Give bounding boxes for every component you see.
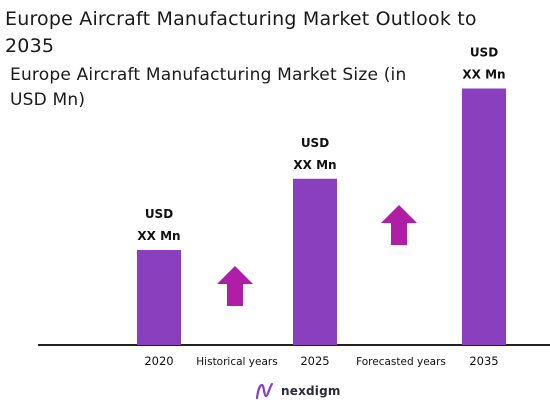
up-arrow-icon-historical (217, 266, 253, 306)
logo-text: nexdigm (281, 384, 341, 398)
period-label-2: Forecasted years (356, 356, 446, 368)
tick-label-2025: 2025 (300, 354, 329, 368)
data-label-2035-line1: USD (470, 46, 498, 60)
bar-2025 (293, 178, 337, 345)
data-label-2025-line2: XX Mn (293, 158, 336, 172)
nexdigm-logo-icon (255, 382, 274, 400)
data-label-2035-line2: XX Mn (462, 68, 505, 82)
brand-logo: nexdigm (254, 381, 341, 401)
data-label-2025-line1: USD (301, 136, 329, 150)
tick-label-2020: 2020 (144, 354, 173, 368)
data-label-2020-line1: USD (145, 207, 173, 221)
tick-label-2035: 2035 (469, 354, 498, 368)
bar-2035 (462, 88, 506, 345)
chart-title: Europe Aircraft Manufacturing Market Out… (5, 8, 477, 57)
up-arrow-icon-forecast (381, 205, 417, 245)
data-label-2020-line2: XX Mn (137, 229, 180, 243)
bar-2020 (137, 250, 181, 345)
chart-subtitle: Europe Aircraft Manufacturing Market Siz… (10, 65, 407, 110)
period-label-1: Historical years (196, 356, 277, 368)
